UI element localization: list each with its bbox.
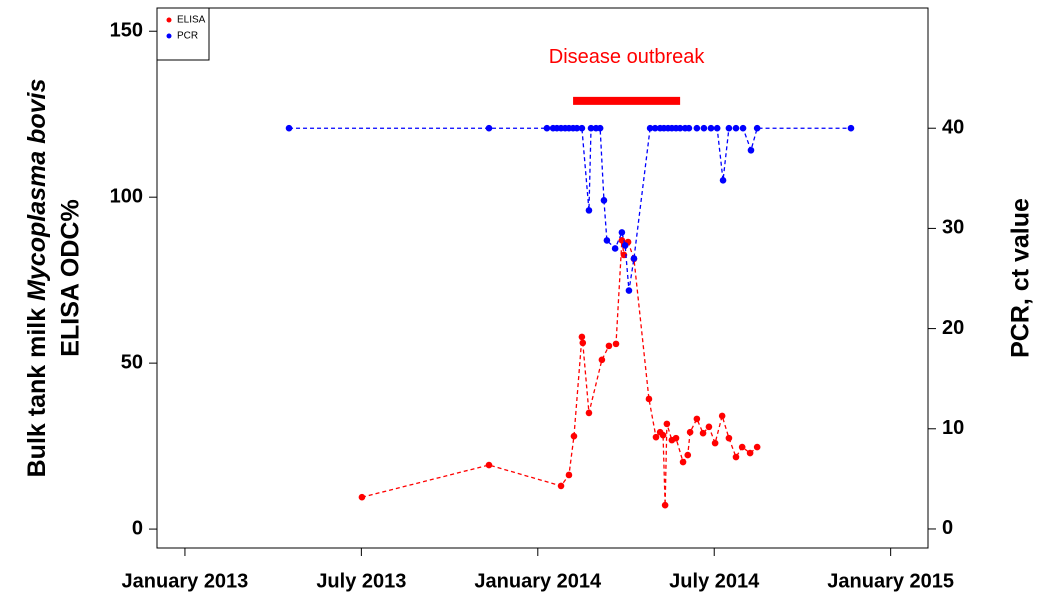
data-point: [603, 237, 611, 244]
data-point: [598, 356, 606, 364]
data-point: [684, 451, 692, 459]
data-point: [725, 434, 733, 442]
y-axis-label-part: Mycoplasma bovis: [23, 79, 51, 301]
data-point: [630, 255, 638, 262]
data-point: [618, 229, 626, 236]
data-point: [612, 340, 620, 348]
data-point: [651, 124, 659, 132]
data-point: [645, 395, 653, 403]
data-point: [676, 124, 684, 132]
y-axis-label: ELISA ODC%: [57, 199, 85, 356]
data-point: [679, 458, 687, 466]
data-point: [685, 124, 693, 132]
data-point: [358, 493, 366, 501]
y2-tick-label: 40: [942, 117, 964, 139]
y2-tick-label: 10: [942, 417, 964, 439]
legend-marker: [166, 17, 172, 23]
data-point: [646, 124, 654, 132]
data-point: [570, 432, 578, 440]
data-point: [618, 237, 626, 244]
data-point: [746, 449, 754, 457]
data-point: [652, 433, 660, 441]
data-point: [579, 339, 587, 347]
data-point: [578, 124, 586, 132]
x-tick-label: July 2014: [669, 570, 760, 592]
series-line: [361, 239, 758, 506]
y-tick-label: 50: [121, 351, 143, 373]
data-point: [625, 287, 633, 294]
data-point: [686, 428, 694, 436]
data-point: [753, 124, 761, 132]
data-point: [485, 124, 493, 132]
data-point: [719, 177, 727, 184]
data-point: [605, 342, 613, 350]
y-tick-label: 150: [110, 20, 143, 42]
x-tick-label: January 2014: [474, 570, 602, 592]
data-point: [725, 124, 733, 132]
plot-frame: [156, 7, 929, 549]
data-point: [693, 415, 701, 423]
y2-tick-label: 0: [942, 517, 953, 539]
data-point: [573, 124, 581, 132]
data-point: [738, 443, 746, 451]
data-point: [847, 124, 855, 132]
data-point: [661, 501, 669, 509]
annotation-text: Disease outbreak: [549, 46, 706, 68]
y-axis-label: Bulk tank milk Mycoplasma bovis: [23, 79, 51, 478]
x-tick-label: January 2013: [122, 570, 249, 592]
data-point: [565, 471, 573, 479]
data-point: [711, 439, 719, 447]
data-point: [659, 431, 667, 439]
legend-label: PCR: [177, 31, 198, 42]
data-point: [672, 434, 680, 442]
y2-axis-label: PCR, ct value: [1007, 198, 1035, 358]
x-tick-label: January 2015: [827, 570, 954, 592]
data-point: [700, 124, 708, 132]
data-point: [585, 207, 593, 214]
data-point: [693, 124, 701, 132]
data-point: [732, 124, 740, 132]
data-point: [587, 124, 595, 132]
legend: ELISA PCR: [156, 7, 210, 61]
data-point: [543, 124, 551, 132]
data-point: [596, 124, 604, 132]
data-point: [707, 124, 715, 132]
series-line: [289, 127, 851, 291]
data-point: [713, 124, 721, 132]
y2-tick-label: 30: [942, 217, 964, 239]
data-point: [621, 242, 629, 249]
y-tick-label: 100: [110, 185, 143, 207]
y2-tick-label: 20: [942, 317, 964, 339]
data-point: [739, 124, 747, 132]
data-point: [747, 146, 755, 154]
data-point: [557, 482, 565, 490]
data-point: [663, 420, 671, 428]
data-point: [699, 429, 707, 437]
y-axis-label-part: Bulk tank milk: [23, 301, 51, 477]
legend-marker: [166, 33, 172, 39]
legend-box: [156, 7, 210, 61]
data-point: [578, 333, 586, 341]
data-point: [285, 124, 293, 132]
data-point: [753, 443, 761, 451]
x-tick-label: July 2013: [316, 570, 406, 592]
legend-label: ELISA: [177, 15, 206, 26]
data-point: [732, 453, 740, 461]
data-point: [718, 412, 726, 420]
data-point: [600, 197, 608, 204]
y-tick-label: 0: [132, 517, 143, 539]
data-point: [485, 461, 493, 469]
data-point: [705, 423, 713, 431]
data-point: [585, 409, 593, 417]
data-point: [611, 245, 619, 252]
